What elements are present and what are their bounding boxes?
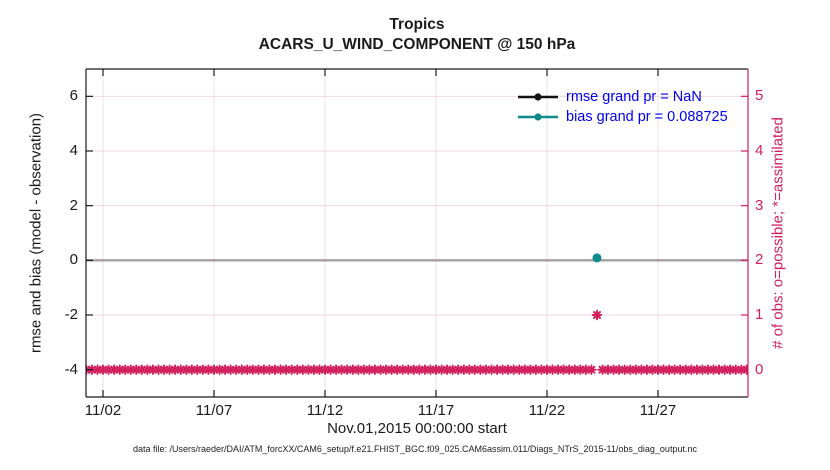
y-tick-label-right: 2 [755,251,764,269]
plot-region-title: Tropics [389,16,445,33]
y-tick-label-right: 3 [755,196,764,214]
x-tick-label: 11/02 [84,402,122,419]
x-tick-label: 11/27 [639,402,677,419]
y-tick-label-left: 4 [69,142,78,159]
x-tick-label: 11/22 [528,402,566,419]
x-axis-label: Nov.01,2015 00:00:00 start [327,420,507,437]
y-tick-label-left: 0 [69,251,78,269]
plot-variable-title: ACARS_U_WIND_COMPONENT @ 150 hPa [258,36,576,53]
y-tick-label-right: 1 [755,306,764,323]
y-tick-label-left: 6 [69,87,78,105]
y-tick-label-left: -4 [64,360,78,378]
legend-item-bias: bias grand pr = 0.088725 [517,107,728,127]
y-tick-label-right: 5 [755,87,764,105]
legend-item-rmse: rmse grand pr = NaN [517,87,728,107]
rmse-line-marker-icon [518,93,558,101]
obs-count-markers [86,309,748,375]
data-file-caption: data file: /Users/raeder/DAI/ATM_forcXX/… [133,444,697,454]
bias-point [592,253,602,263]
x-tick-label: 11/07 [195,402,233,419]
y-tick-label-left: -2 [64,306,78,323]
legend-label-bias: bias grand pr = 0.088725 [566,109,728,125]
x-tick-label: 11/12 [306,402,344,419]
y-tick-label-left: 2 [69,196,78,214]
x-tick-label: 11/17 [417,402,455,419]
bias-line-marker-icon [518,113,558,121]
legend: rmse grand pr = NaN bias grand pr = 0.08… [517,87,728,127]
y-tick-label-right: 4 [755,142,764,159]
y-tick-label-right: 0 [755,360,764,378]
legend-label-rmse: rmse grand pr = NaN [566,89,702,105]
